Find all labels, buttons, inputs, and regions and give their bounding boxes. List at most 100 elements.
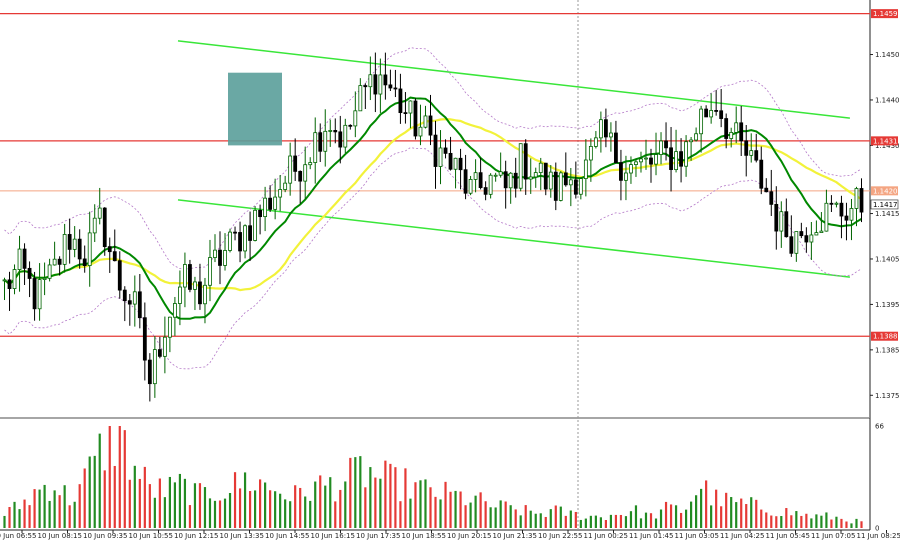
candle-body: [353, 110, 358, 127]
candle-body: [198, 281, 202, 305]
candle-body: [258, 209, 262, 218]
candle-body: [739, 122, 744, 142]
candle-body: [609, 132, 613, 138]
candle-body: [809, 234, 814, 243]
candle-body: [614, 132, 618, 164]
candle-body: [463, 169, 468, 194]
time-tick-label: 10 Jun 16:15: [311, 532, 355, 540]
candle-body: [769, 191, 774, 205]
volume-axis: 66 0: [875, 423, 884, 533]
candle-body: [754, 150, 759, 161]
candle-body: [228, 231, 232, 251]
candle-body: [593, 137, 598, 147]
candle-body: [523, 143, 528, 180]
candle-body: [598, 119, 603, 139]
candle-body: [208, 257, 212, 286]
candle-body: [47, 264, 52, 279]
price-tick-label: 1.1440: [875, 96, 900, 104]
price-panel-frame: [0, 0, 871, 531]
candle-body: [2, 279, 7, 282]
candle-body: [308, 162, 313, 166]
candle-body: [814, 232, 819, 236]
candle-body: [318, 132, 323, 152]
candle-body: [218, 249, 222, 266]
candle-body: [283, 182, 288, 190]
candles: [2, 52, 864, 402]
price-tick-label: 1.1385: [875, 346, 900, 354]
candle-body: [238, 232, 242, 252]
candle-body: [97, 207, 102, 219]
level-tag-box: [871, 186, 898, 196]
candle-body: [453, 157, 458, 170]
candle-body: [408, 100, 413, 114]
candle-body: [669, 147, 673, 170]
candle-body: [433, 134, 438, 167]
candle-body: [749, 150, 754, 156]
candle-body: [142, 317, 147, 361]
candle-body: [764, 187, 769, 193]
time-tick-label: 10 Jun 18:55: [402, 532, 446, 540]
price-axis: 1.1450 1.1440 1.1430 1.1415 1.1405 1.1395 1.13…: [870, 51, 900, 400]
candle-body: [22, 248, 27, 269]
candle-body: [268, 197, 273, 210]
candle-body: [779, 211, 784, 232]
price-tick-label: 1.1450: [875, 51, 900, 59]
candle-body: [42, 277, 47, 280]
price-tags: 1.1459 1.1431 1.1420 1.1388 1.1417: [870, 9, 899, 341]
candle-body: [147, 359, 152, 385]
candle-body: [303, 164, 308, 182]
candle-body: [338, 131, 343, 148]
candle-body: [789, 236, 794, 254]
candle-body: [213, 249, 217, 258]
candle-body: [57, 258, 62, 265]
volume-bars: [3, 426, 863, 528]
time-tick-label: 10 Jun 14:55: [265, 532, 309, 540]
candle-body: [12, 269, 17, 289]
candle-body: [162, 336, 167, 357]
time-tick-label: 11 Jun 05:45: [766, 532, 810, 540]
price-tick-label: 1.1405: [875, 255, 900, 263]
candle-body: [122, 289, 127, 302]
candle-body: [363, 85, 368, 88]
candle-body: [248, 225, 252, 241]
candle-body: [137, 291, 142, 319]
candle-body: [378, 74, 383, 95]
candle-body: [784, 211, 789, 238]
signal-box-rect: [228, 72, 282, 146]
candle-body: [629, 164, 633, 174]
candle-body: [52, 258, 57, 266]
candle-body: [37, 279, 42, 310]
time-tick-label: 10 Jun 20:15: [447, 532, 491, 540]
candle-body: [178, 286, 182, 304]
candle-body: [563, 172, 568, 186]
candle-body: [393, 87, 398, 90]
level-tag-box: [871, 331, 898, 341]
level-tag-box: [871, 9, 898, 19]
time-tick-label: 10 Jun 22:55: [538, 532, 582, 540]
candle-body: [77, 238, 82, 260]
candle-body: [578, 178, 583, 195]
candle-body: [313, 132, 318, 163]
candle-body: [17, 248, 22, 270]
time-tick-label: 10 Jun 08:15: [38, 532, 82, 540]
candle-body: [659, 140, 663, 155]
candle-body: [488, 174, 493, 195]
candle-body: [193, 281, 197, 290]
candle-body: [288, 155, 293, 184]
candle-body: [333, 130, 338, 133]
candle-body: [263, 197, 268, 218]
candle-body: [508, 172, 513, 189]
candle-body: [744, 140, 749, 156]
candle-body: [423, 115, 428, 128]
candle-body: [604, 119, 608, 138]
candle-body: [639, 158, 643, 163]
candle-body: [533, 172, 538, 178]
candle-body: [27, 267, 32, 279]
time-tick-label: 11 Jun 04:25: [720, 532, 764, 540]
time-tick-label: 11 Jun 07:05: [811, 532, 855, 540]
candle-body: [72, 238, 77, 250]
candle-body: [203, 284, 207, 305]
candle-body: [844, 215, 849, 221]
level-tag-label: 1.1420: [873, 187, 898, 195]
candle-body: [839, 202, 844, 217]
